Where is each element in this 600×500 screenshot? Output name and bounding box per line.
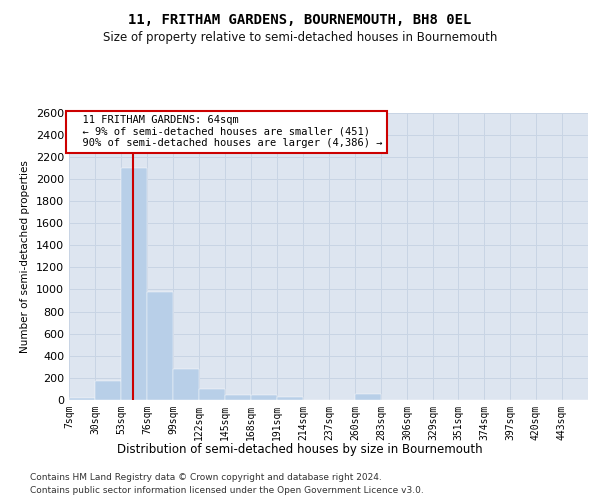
- Bar: [121, 168, 147, 400]
- Bar: [147, 292, 173, 400]
- Bar: [199, 389, 225, 400]
- Bar: [69, 398, 95, 400]
- Text: 11, FRITHAM GARDENS, BOURNEMOUTH, BH8 0EL: 11, FRITHAM GARDENS, BOURNEMOUTH, BH8 0E…: [128, 12, 472, 26]
- Text: Contains public sector information licensed under the Open Government Licence v3: Contains public sector information licen…: [30, 486, 424, 495]
- Bar: [95, 381, 121, 400]
- Bar: [277, 396, 303, 400]
- Bar: [225, 395, 251, 400]
- Bar: [251, 395, 277, 400]
- Text: Size of property relative to semi-detached houses in Bournemouth: Size of property relative to semi-detach…: [103, 31, 497, 44]
- Bar: [355, 394, 381, 400]
- Bar: [173, 369, 199, 400]
- Text: Distribution of semi-detached houses by size in Bournemouth: Distribution of semi-detached houses by …: [117, 442, 483, 456]
- Text: Contains HM Land Registry data © Crown copyright and database right 2024.: Contains HM Land Registry data © Crown c…: [30, 472, 382, 482]
- Text: 11 FRITHAM GARDENS: 64sqm
  ← 9% of semi-detached houses are smaller (451)
  90%: 11 FRITHAM GARDENS: 64sqm ← 9% of semi-d…: [70, 116, 383, 148]
- Y-axis label: Number of semi-detached properties: Number of semi-detached properties: [20, 160, 31, 352]
